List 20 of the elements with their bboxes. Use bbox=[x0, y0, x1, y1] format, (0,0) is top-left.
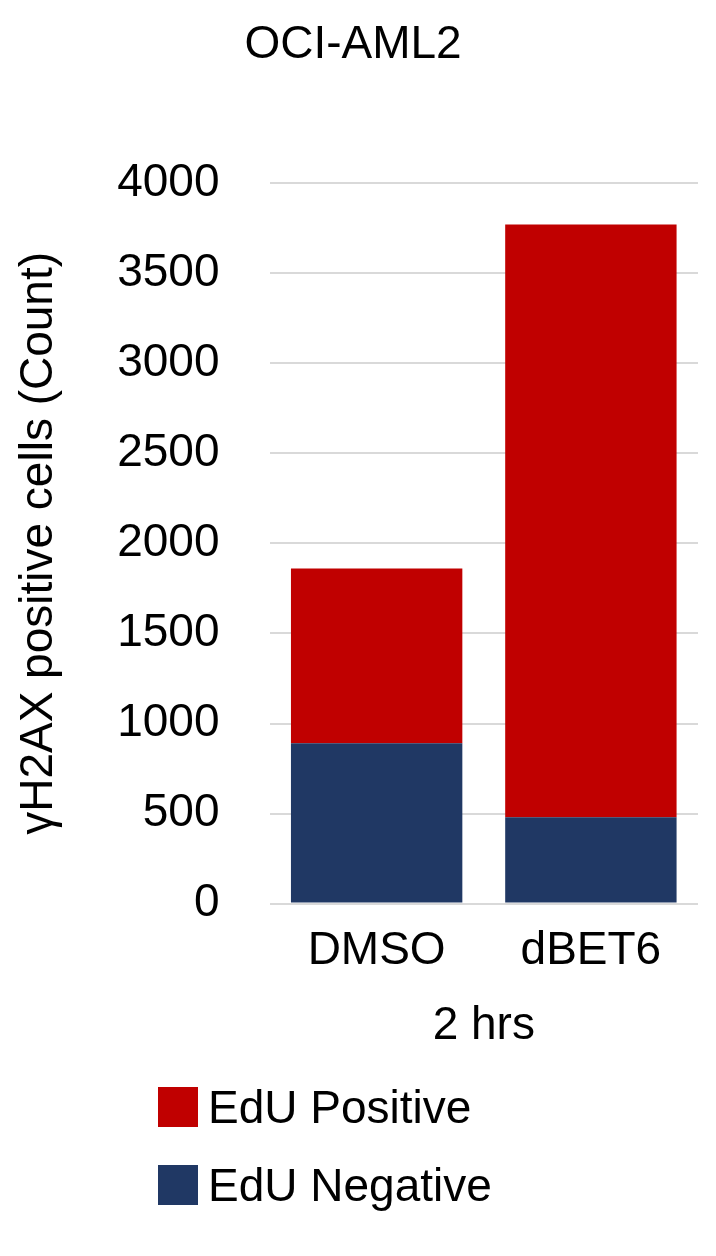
y-tick-label: 2500 bbox=[117, 424, 220, 477]
y-tick-label: 3500 bbox=[117, 243, 220, 296]
y-tick-label: 3000 bbox=[117, 333, 220, 386]
y-tick-label: 2000 bbox=[117, 514, 220, 567]
x-tick-label: dBET6 bbox=[520, 921, 662, 974]
y-tick-label: 1000 bbox=[117, 694, 220, 747]
chart-title: OCI-AML2 bbox=[244, 16, 462, 69]
y-tick-label: 4000 bbox=[117, 153, 220, 206]
bar bbox=[505, 817, 677, 903]
y-axis-title: γH2AX positive cells (Count) bbox=[10, 251, 63, 835]
x-tick-label: DMSO bbox=[307, 921, 446, 974]
bar bbox=[290, 568, 463, 744]
legend-label: EdU Negative bbox=[208, 1158, 492, 1212]
legend-label: EdU Positive bbox=[208, 1080, 472, 1134]
bar bbox=[505, 224, 677, 818]
bar bbox=[290, 743, 463, 903]
y-tick-label: 500 bbox=[142, 784, 220, 837]
y-tick-label: 0 bbox=[193, 874, 220, 927]
x-axis-title: 2 hrs bbox=[432, 997, 535, 1050]
y-tick-label: 1500 bbox=[117, 604, 220, 657]
